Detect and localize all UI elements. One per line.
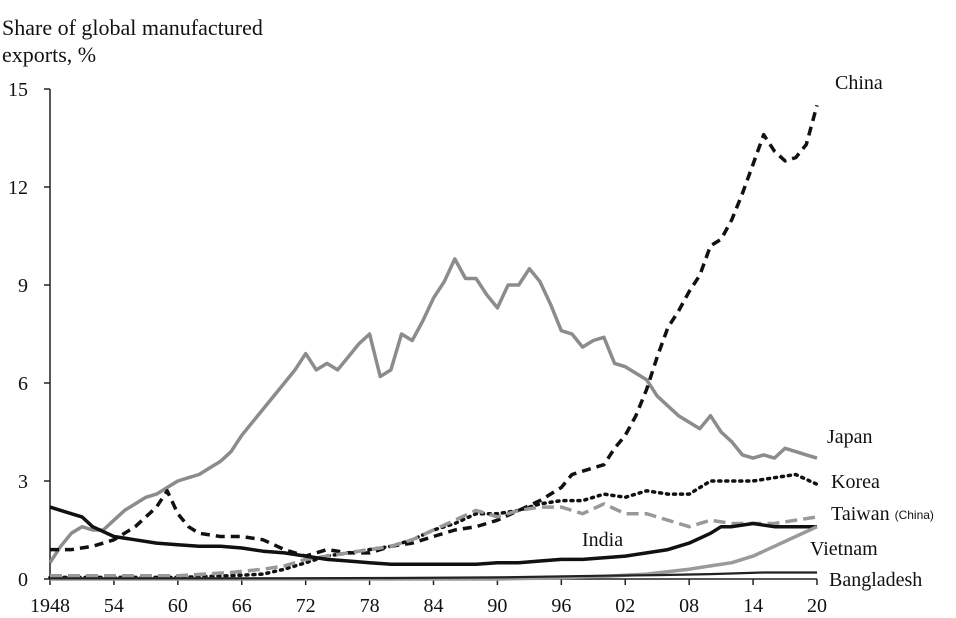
y-tick-label: 15 [8, 79, 28, 101]
x-tick-label: 60 [168, 595, 188, 617]
y-tick-label: 6 [18, 373, 28, 395]
series-line-india [49, 505, 817, 567]
series-line-korea [48, 472, 819, 580]
x-tick-label: 96 [551, 595, 571, 617]
series-label-japan: Japan [827, 426, 873, 448]
series-line-china [50, 104, 819, 558]
x-tick-label: 90 [487, 595, 507, 617]
series-line-vietnam [50, 525, 818, 581]
series-label-china: China [835, 72, 883, 94]
x-tick-label: 02 [615, 595, 635, 617]
y-axis-title-line1: Share of global manufactured [2, 15, 263, 40]
x-tick-label: 84 [424, 595, 444, 617]
x-tick-label: 1948 [30, 595, 70, 617]
x-tick-label: 66 [232, 595, 252, 617]
series-label-taiwan-china: Taiwan [831, 503, 890, 525]
series-label-bangladesh: Bangladesh [829, 569, 922, 591]
plot-area: 0 3 6 9 12 15 1948 54 60 66 72 78 84 90 96 02 08 14 20 [8, 79, 827, 617]
series-label-suffix: (China) [895, 508, 934, 522]
series-label-vietnam: Vietnam [810, 538, 878, 560]
series-line-japan [48, 257, 818, 564]
x-tick-label: 08 [679, 595, 699, 617]
y-tick-label: 3 [18, 471, 28, 493]
series-label-korea: Korea [831, 471, 880, 493]
x-tick-label: 14 [743, 595, 763, 617]
series-label-india: India [582, 529, 623, 551]
y-axis-title-line2: exports, % [2, 42, 96, 67]
series-line-taiwan-china [50, 502, 818, 578]
x-tick-label: 78 [360, 595, 380, 617]
series-line-bangladesh [50, 571, 817, 580]
series-labels: Japan China Korea Taiwan (China) India Vietnam… [582, 72, 934, 591]
x-tick-label: 54 [104, 595, 124, 617]
y-tick-label: 0 [18, 569, 28, 591]
y-tick-label: 12 [8, 177, 28, 199]
y-tick-label: 9 [18, 275, 28, 297]
x-tick-label: 20 [807, 595, 827, 617]
x-tick-label: 72 [296, 595, 316, 617]
